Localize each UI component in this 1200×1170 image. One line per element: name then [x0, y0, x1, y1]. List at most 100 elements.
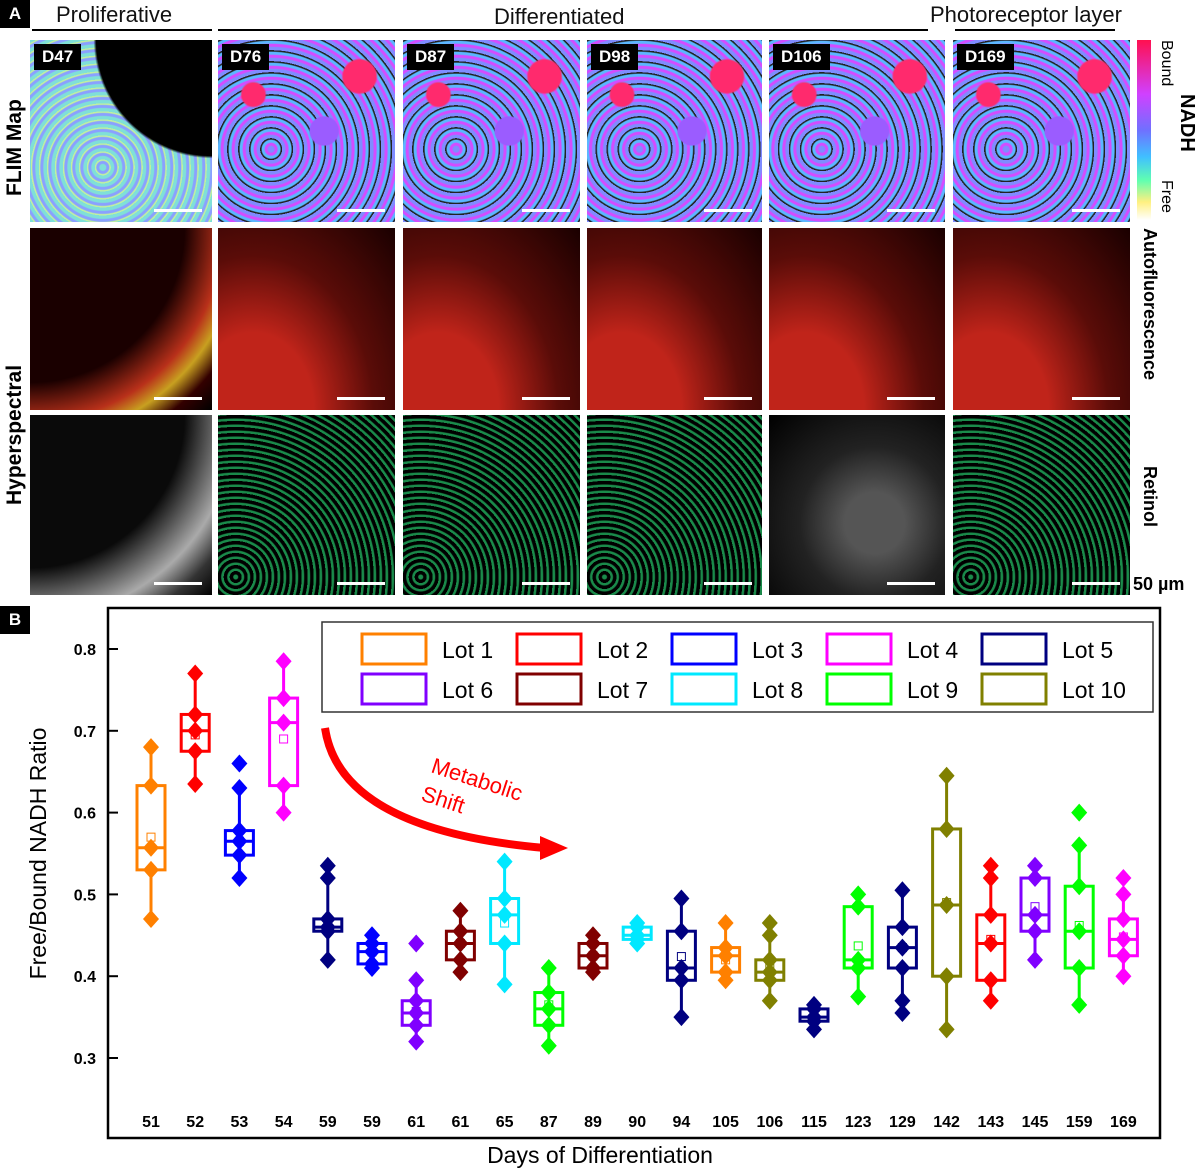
day-label: D87 — [407, 44, 455, 70]
data-point — [143, 776, 159, 795]
data-point — [187, 774, 204, 793]
bound-label: Bound — [1158, 40, 1175, 87]
data-point — [275, 713, 292, 732]
data-point — [540, 999, 557, 1018]
data-point — [496, 934, 513, 953]
data-point — [452, 922, 469, 941]
legend-swatch — [980, 632, 1048, 666]
legend-swatch — [515, 632, 583, 666]
data-point — [629, 914, 646, 933]
flim-image: D106 — [769, 40, 945, 222]
data-point — [673, 1008, 690, 1027]
data-point — [187, 721, 204, 740]
x-tick-label: 115 — [801, 1114, 827, 1131]
data-point — [496, 889, 513, 908]
x-tick-label: 90 — [628, 1114, 646, 1131]
data-point — [1071, 922, 1088, 941]
legend-swatch — [825, 632, 893, 666]
scale-bar — [704, 397, 752, 400]
data-point — [585, 946, 601, 965]
x-tick-label: 89 — [584, 1114, 602, 1131]
free-label: Free — [1158, 180, 1175, 213]
data-point — [452, 963, 469, 982]
data-point — [452, 934, 469, 953]
data-point — [894, 991, 911, 1010]
x-tick-label: 169 — [1110, 1114, 1137, 1131]
data-point — [850, 950, 867, 969]
data-point — [850, 885, 867, 904]
autofluorescence-image — [953, 228, 1130, 410]
scale-bar — [522, 397, 570, 400]
data-point — [1115, 946, 1132, 965]
data-point — [408, 991, 425, 1010]
y-tick-label: 0.8 — [74, 642, 96, 659]
x-tick-label: 145 — [1022, 1114, 1049, 1131]
retinol-image — [403, 415, 580, 595]
data-point — [143, 860, 159, 879]
data-point — [1027, 856, 1043, 875]
data-point — [938, 896, 955, 915]
mean-marker — [853, 941, 863, 951]
data-point — [275, 689, 292, 708]
autofluorescence-image — [769, 228, 945, 410]
legend-label: Lot 5 — [1062, 637, 1113, 663]
flim-image: D76 — [218, 40, 395, 222]
x-tick-label: 59 — [363, 1114, 381, 1131]
legend-swatch — [670, 672, 738, 706]
data-point — [275, 803, 292, 822]
data-point — [231, 821, 248, 840]
flim-image: D87 — [403, 40, 580, 222]
scale-bar — [522, 582, 570, 585]
data-point — [1115, 909, 1132, 928]
legend-swatch — [360, 672, 428, 706]
data-point — [231, 754, 248, 773]
data-point — [850, 987, 867, 1006]
y-tick-label: 0.7 — [74, 724, 96, 741]
y-tick-label: 0.6 — [74, 806, 96, 823]
x-tick-label: 54 — [275, 1114, 293, 1131]
scale-bar — [337, 582, 385, 585]
data-point — [717, 914, 734, 933]
group-photoreceptor: Photoreceptor layer — [930, 2, 1122, 27]
data-point — [1115, 967, 1132, 986]
scale-bar — [337, 397, 385, 400]
box — [268, 696, 300, 788]
data-point — [231, 779, 248, 798]
group-line — [955, 29, 1115, 31]
x-tick-label: 52 — [186, 1114, 204, 1131]
scale-bar — [887, 582, 935, 585]
scale-bar — [1072, 582, 1120, 585]
data-point — [938, 819, 955, 838]
legend-swatch — [670, 632, 738, 666]
x-tick-label: 129 — [889, 1114, 916, 1131]
legend-label: Lot 3 — [752, 637, 803, 663]
data-point — [761, 963, 778, 982]
data-point — [143, 909, 159, 928]
data-point — [275, 652, 292, 671]
data-point — [982, 856, 999, 875]
panel-a-tag: A — [0, 0, 30, 28]
data-point — [319, 869, 336, 888]
data-point — [275, 776, 292, 795]
mean-marker — [279, 734, 289, 744]
data-point — [1071, 995, 1088, 1014]
autofluorescence-label: Autofluorescence — [1140, 228, 1160, 381]
data-point — [938, 766, 955, 785]
legend-label: Lot 7 — [597, 677, 648, 703]
data-point — [894, 918, 911, 937]
data-point — [1071, 877, 1088, 896]
data-point — [982, 934, 999, 953]
data-point — [231, 869, 248, 888]
x-tick-label: 65 — [496, 1114, 514, 1131]
flim-image: D169 — [953, 40, 1130, 222]
scale-bar — [154, 582, 202, 585]
x-tick-label: 159 — [1066, 1114, 1093, 1131]
data-point — [231, 846, 248, 865]
day-label: D76 — [222, 44, 270, 70]
data-point — [982, 971, 999, 990]
group-proliferative: Proliferative — [56, 2, 173, 27]
x-tick-label: 105 — [712, 1114, 739, 1131]
x-tick-label: 53 — [231, 1114, 249, 1131]
data-point — [319, 909, 336, 928]
